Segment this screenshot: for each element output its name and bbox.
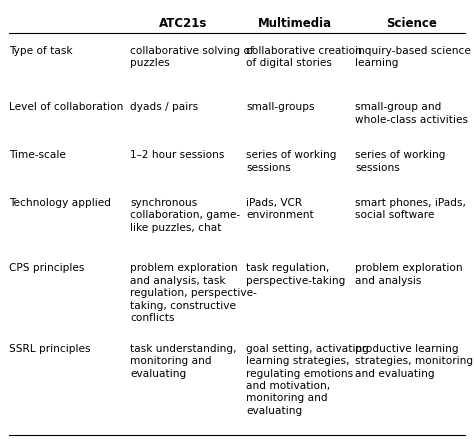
Text: small-group and
whole-class activities: small-group and whole-class activities xyxy=(356,103,468,125)
Text: small-groups: small-groups xyxy=(246,103,315,112)
Text: task understanding,
monitoring and
evaluating: task understanding, monitoring and evalu… xyxy=(130,344,237,379)
Text: Science: Science xyxy=(386,17,437,31)
Text: CPS principles: CPS principles xyxy=(9,263,85,274)
Text: problem exploration
and analysis: problem exploration and analysis xyxy=(356,263,463,286)
Text: ATC21s: ATC21s xyxy=(159,17,208,31)
Text: Technology applied: Technology applied xyxy=(9,198,111,208)
Text: dyads / pairs: dyads / pairs xyxy=(130,103,198,112)
Text: 1–2 hour sessions: 1–2 hour sessions xyxy=(130,150,225,160)
Text: Multimedia: Multimedia xyxy=(258,17,332,31)
Text: iPads, VCR
environment: iPads, VCR environment xyxy=(246,198,314,221)
Text: productive learning
strategies, monitoring
and evaluating: productive learning strategies, monitori… xyxy=(356,344,474,379)
Text: inquiry-based science
learning: inquiry-based science learning xyxy=(356,46,471,68)
Text: collaborative solving of
puzzles: collaborative solving of puzzles xyxy=(130,46,254,68)
Text: Type of task: Type of task xyxy=(9,46,73,56)
Text: smart phones, iPads,
social software: smart phones, iPads, social software xyxy=(356,198,466,221)
Text: goal setting, activating
learning strategies,
regulating emotions
and motivation: goal setting, activating learning strate… xyxy=(246,344,369,416)
Text: series of working
sessions: series of working sessions xyxy=(246,150,337,173)
Text: task regulation,
perspective-taking: task regulation, perspective-taking xyxy=(246,263,346,286)
Text: problem exploration
and analysis, task
regulation, perspective-
taking, construc: problem exploration and analysis, task r… xyxy=(130,263,257,323)
Text: series of working
sessions: series of working sessions xyxy=(356,150,446,173)
Text: synchronous
collaboration, game-
like puzzles, chat: synchronous collaboration, game- like pu… xyxy=(130,198,240,233)
Text: SSRL principles: SSRL principles xyxy=(9,344,91,354)
Text: Time-scale: Time-scale xyxy=(9,150,66,160)
Text: collaborative creation
of digital stories: collaborative creation of digital storie… xyxy=(246,46,362,68)
Text: Level of collaboration: Level of collaboration xyxy=(9,103,124,112)
